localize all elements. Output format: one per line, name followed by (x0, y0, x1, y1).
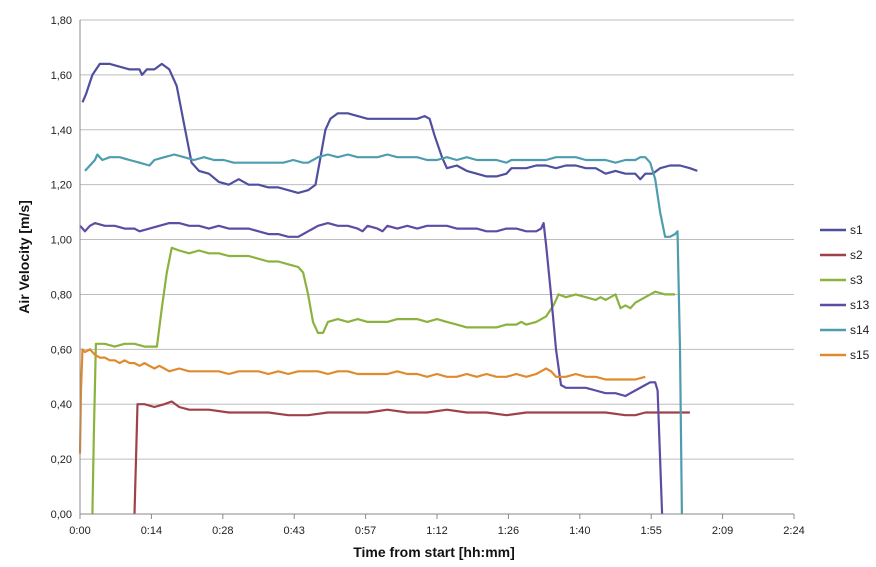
x-tick-label: 2:24 (783, 525, 804, 537)
x-tick-label: 0:14 (141, 525, 162, 537)
legend-label-s2: s2 (850, 248, 863, 262)
y-tick-label: 1,80 (51, 15, 72, 27)
y-axis-ticks: 0,00 0,20 0,40 0,60 0,80 1,00 1,20 1,40 1,60 1,80 (51, 15, 72, 521)
y-tick-label: 0,40 (51, 399, 72, 411)
series-line-s3 (91, 246, 675, 515)
series-line-s13 (79, 222, 664, 515)
x-tick-label: 2:09 (712, 525, 733, 537)
x-tick-label: 0:57 (355, 525, 376, 537)
y-tick-label: 0,00 (51, 509, 72, 521)
y-tick-label: 0,80 (51, 289, 72, 301)
gridlines (80, 19, 794, 460)
legend-label-s1: s1 (850, 223, 863, 237)
y-tick-label: 1,40 (51, 125, 72, 137)
series-lines (78, 62, 698, 515)
x-axis-ticks: 0:00 0:14 0:28 0:43 0:57 1:12 1:26 1:40 1:55 2:09… (69, 514, 805, 537)
series-line-s14 (84, 153, 683, 515)
x-tick-label: 0:28 (212, 525, 233, 537)
y-tick-label: 0,60 (51, 344, 72, 356)
y-tick-label: 1,20 (51, 180, 72, 192)
y-tick-label: 1,60 (51, 70, 72, 82)
x-tick-label: 1:55 (640, 525, 661, 537)
x-axis-title: Time from start [hh:mm] (353, 544, 515, 560)
legend-label-s3: s3 (850, 273, 863, 287)
y-axis-title: Air Velocity [m/s] (16, 200, 32, 314)
series-line-s2 (133, 400, 690, 515)
legend: s1 s2 s3 s13 s14 s15 (820, 223, 870, 362)
x-tick-label: 0:43 (283, 525, 304, 537)
x-tick-label: 1:40 (569, 525, 590, 537)
legend-label-s15: s15 (850, 348, 870, 362)
legend-label-s13: s13 (850, 298, 870, 312)
x-tick-label: 1:12 (426, 525, 447, 537)
y-tick-label: 0,20 (51, 454, 72, 466)
series-line-s1 (81, 62, 698, 194)
series-line-s15 (78, 348, 646, 454)
x-tick-label: 0:00 (69, 525, 90, 537)
axes (79, 20, 794, 515)
legend-label-s14: s14 (850, 323, 870, 337)
y-tick-label: 1,00 (51, 235, 72, 247)
x-tick-label: 1:26 (498, 525, 519, 537)
